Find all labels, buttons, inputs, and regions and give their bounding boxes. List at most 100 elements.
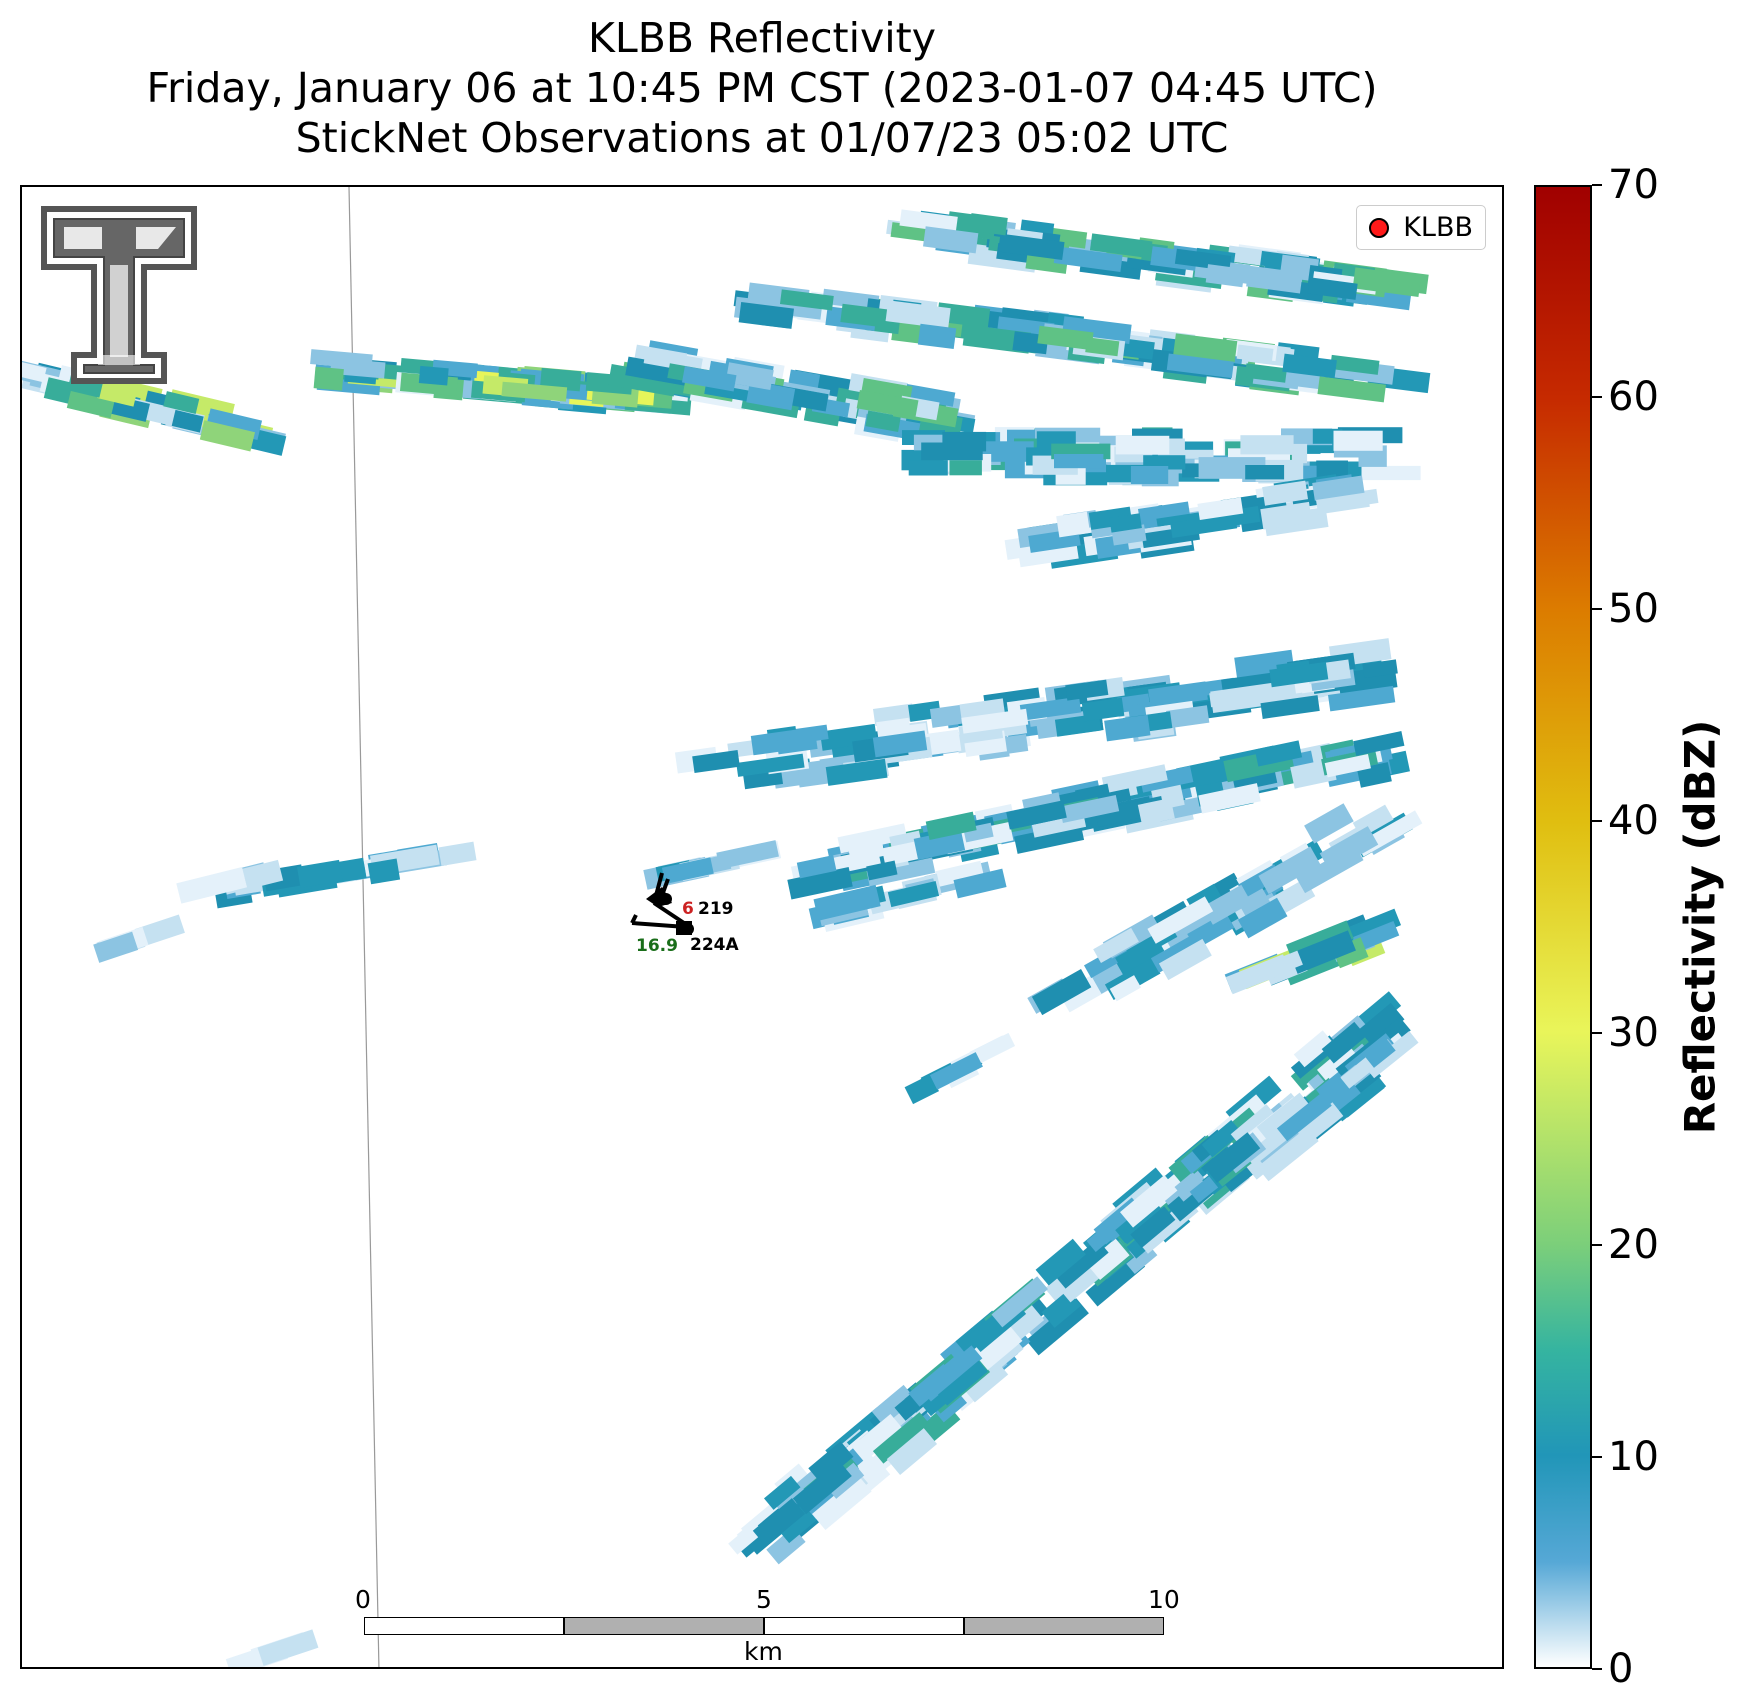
radar-gate <box>1081 697 1125 722</box>
radar-gate <box>787 866 853 900</box>
texas-tech-logo-icon <box>41 206 197 384</box>
radar-gate <box>1166 705 1210 729</box>
radar-gate <box>1333 430 1383 451</box>
radar-gate <box>1086 1238 1130 1281</box>
radar-gate <box>682 366 737 392</box>
colorbar-tick <box>1592 1668 1602 1670</box>
radar-gate <box>949 460 982 476</box>
radar-gate <box>1244 363 1287 383</box>
radar-map[interactable]: KLBB 6 219 16.9 224A 0 5 10 km <box>20 185 1504 1669</box>
radar-gate <box>961 1357 1009 1403</box>
radar-gate <box>919 1350 974 1400</box>
radar-gate <box>199 420 255 452</box>
radar-gate <box>1260 501 1313 530</box>
radar-gate <box>297 859 343 888</box>
radar-gate <box>1085 337 1120 357</box>
scale-bar <box>364 1617 1164 1635</box>
radar-gate <box>1101 764 1168 794</box>
radar-gate <box>934 860 985 887</box>
station-224a-dewpoint: 16.9 <box>636 936 678 956</box>
radar-gate <box>22 360 47 383</box>
radar-gate <box>899 209 958 233</box>
radar-gate <box>1293 1030 1334 1068</box>
county-boundary-line <box>348 187 380 1667</box>
radar-gate <box>1358 1002 1405 1047</box>
radar-gate <box>866 857 936 887</box>
radar-gate <box>1316 492 1370 515</box>
radar-gate <box>661 857 714 885</box>
colorbar-tick-label: 0 <box>1608 1646 1634 1692</box>
radar-gate <box>1059 794 1120 824</box>
radar-gate <box>1137 797 1175 826</box>
radar-gate <box>418 365 449 386</box>
radar-gate <box>1353 731 1405 756</box>
radar-gate <box>887 880 940 908</box>
radar-gate <box>865 410 901 432</box>
radar-gate <box>1143 455 1186 470</box>
radar-gate <box>1362 659 1398 679</box>
radar-gate <box>1031 969 1092 1016</box>
radar-gate <box>738 302 794 329</box>
legend-label: KLBB <box>1403 212 1473 243</box>
radar-gate <box>257 1629 319 1666</box>
radar-gate <box>811 1475 872 1531</box>
radar-gate <box>1173 333 1238 363</box>
radar-gate <box>1328 685 1396 712</box>
station-plot: 6 219 16.9 224A <box>630 872 739 956</box>
radar-gate <box>1262 480 1309 506</box>
radar-gate <box>1237 897 1288 939</box>
radar-gate <box>1361 465 1421 481</box>
colorbar-tick-label: 40 <box>1608 798 1659 844</box>
radar-gate <box>1256 681 1297 703</box>
radar-gate <box>1257 1126 1319 1182</box>
radar-gate <box>1312 475 1365 501</box>
radar-gate <box>1282 353 1337 379</box>
radar-gate <box>1056 511 1091 538</box>
radar-gate <box>998 233 1065 260</box>
radar-gate <box>866 860 898 881</box>
radar-gate <box>1130 1206 1176 1249</box>
radar-gate <box>961 708 1029 734</box>
radar-gate <box>1053 246 1123 272</box>
radar-gate <box>1317 1044 1358 1082</box>
radar-gate <box>367 858 401 885</box>
radar-gate <box>913 829 966 861</box>
chart-subtitle-time: Friday, January 06 at 10:45 PM CST (2023… <box>146 64 1378 112</box>
radar-gate <box>1202 884 1252 925</box>
colorbar-tick-label: 30 <box>1608 1010 1659 1056</box>
radar-gate <box>1290 1049 1336 1091</box>
radar-gate <box>938 1360 988 1406</box>
radar-gate <box>313 366 344 391</box>
radar-gate <box>1158 938 1212 981</box>
radar-gate <box>1174 1170 1208 1202</box>
chart-title: KLBB Reflectivity <box>588 14 936 62</box>
radar-gate <box>929 1052 983 1090</box>
radar-gate <box>1304 803 1354 844</box>
radar-gate <box>97 378 139 407</box>
radar-gate <box>1054 454 1104 469</box>
radar-gate <box>725 362 774 391</box>
radar-gate <box>813 884 881 921</box>
radar-gate <box>1197 497 1244 521</box>
colorbar-tick <box>1592 1244 1602 1246</box>
radar-gate <box>792 1460 852 1515</box>
radar-gate <box>921 442 983 461</box>
radar-gate <box>1037 325 1094 351</box>
station-219-temperature: 6 <box>682 899 694 919</box>
chart-subtitle-obs: StickNet Observations at 01/07/23 05:02 … <box>295 114 1229 162</box>
radar-gate <box>1352 267 1422 297</box>
radar-gate <box>1321 1021 1367 1064</box>
radar-gate <box>953 868 1007 899</box>
station-219-id: 219 <box>698 899 734 919</box>
radar-gate <box>886 1428 938 1475</box>
radar-gate <box>1109 975 1142 1002</box>
radar-gate <box>1269 661 1329 688</box>
radar-site-marker-icon <box>1369 217 1390 238</box>
colorbar-tick <box>1592 184 1602 186</box>
radar-gate <box>851 1414 904 1462</box>
radar-gate <box>1258 846 1321 895</box>
radar-gate <box>1147 896 1214 944</box>
radar-gate <box>1237 887 1271 917</box>
radar-gate <box>1246 265 1303 294</box>
map-legend: KLBB <box>1356 205 1486 250</box>
